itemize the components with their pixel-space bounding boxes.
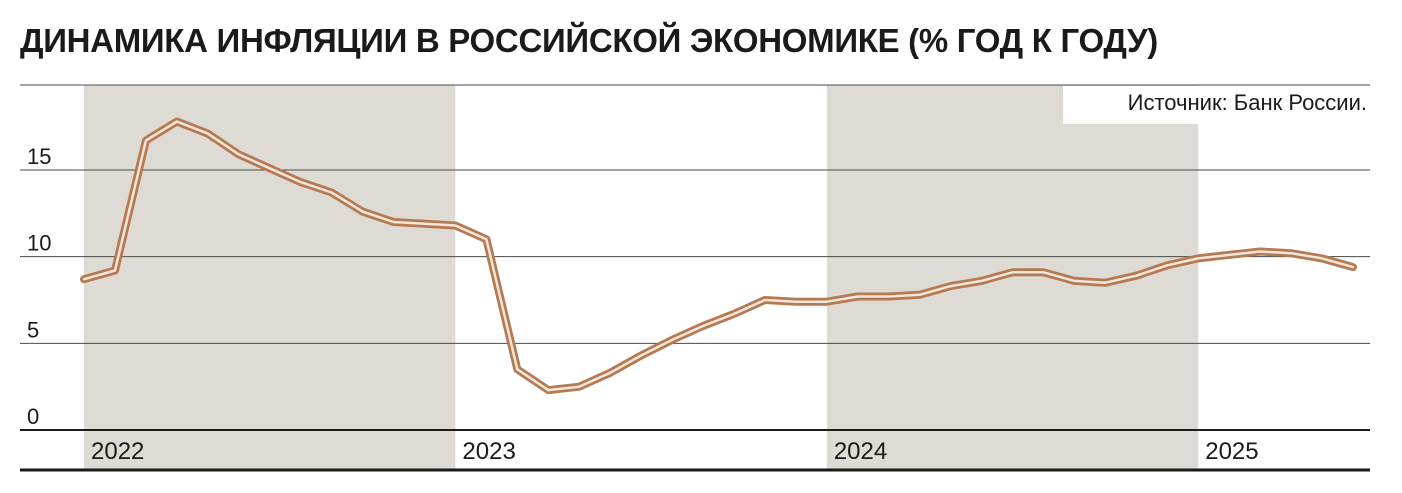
- year-label-2022: 2022: [91, 438, 144, 465]
- chart-title: ДИНАМИКА ИНФЛЯЦИИ В РОССИЙСКОЙ ЭКОНОМИКЕ…: [20, 22, 1158, 59]
- source-box-bg: [1063, 86, 1373, 124]
- year-label-2024: 2024: [834, 438, 887, 465]
- year-shading: [84, 85, 1199, 470]
- year-label-2025: 2025: [1205, 438, 1258, 465]
- year-band-2022: [84, 85, 456, 470]
- series-line: [80, 117, 1357, 395]
- y-tick-0: 0: [27, 404, 39, 429]
- year-label-2023: 2023: [462, 438, 515, 465]
- axis-rules: [20, 429, 1370, 472]
- gridlines: [20, 84, 1370, 344]
- y-tick-5: 5: [27, 317, 39, 342]
- source-box: Источник: Банк России.: [1063, 86, 1373, 124]
- series-line-inner-0: [82, 120, 1355, 392]
- y-tick-15: 15: [27, 144, 51, 169]
- x-axis-years: 2022 2023 2024 2025: [91, 438, 1259, 465]
- y-tick-10: 10: [27, 231, 51, 256]
- y-axis-ticks: 0 5 10 15: [27, 144, 51, 429]
- source-text: Источник: Банк России.: [1128, 90, 1367, 115]
